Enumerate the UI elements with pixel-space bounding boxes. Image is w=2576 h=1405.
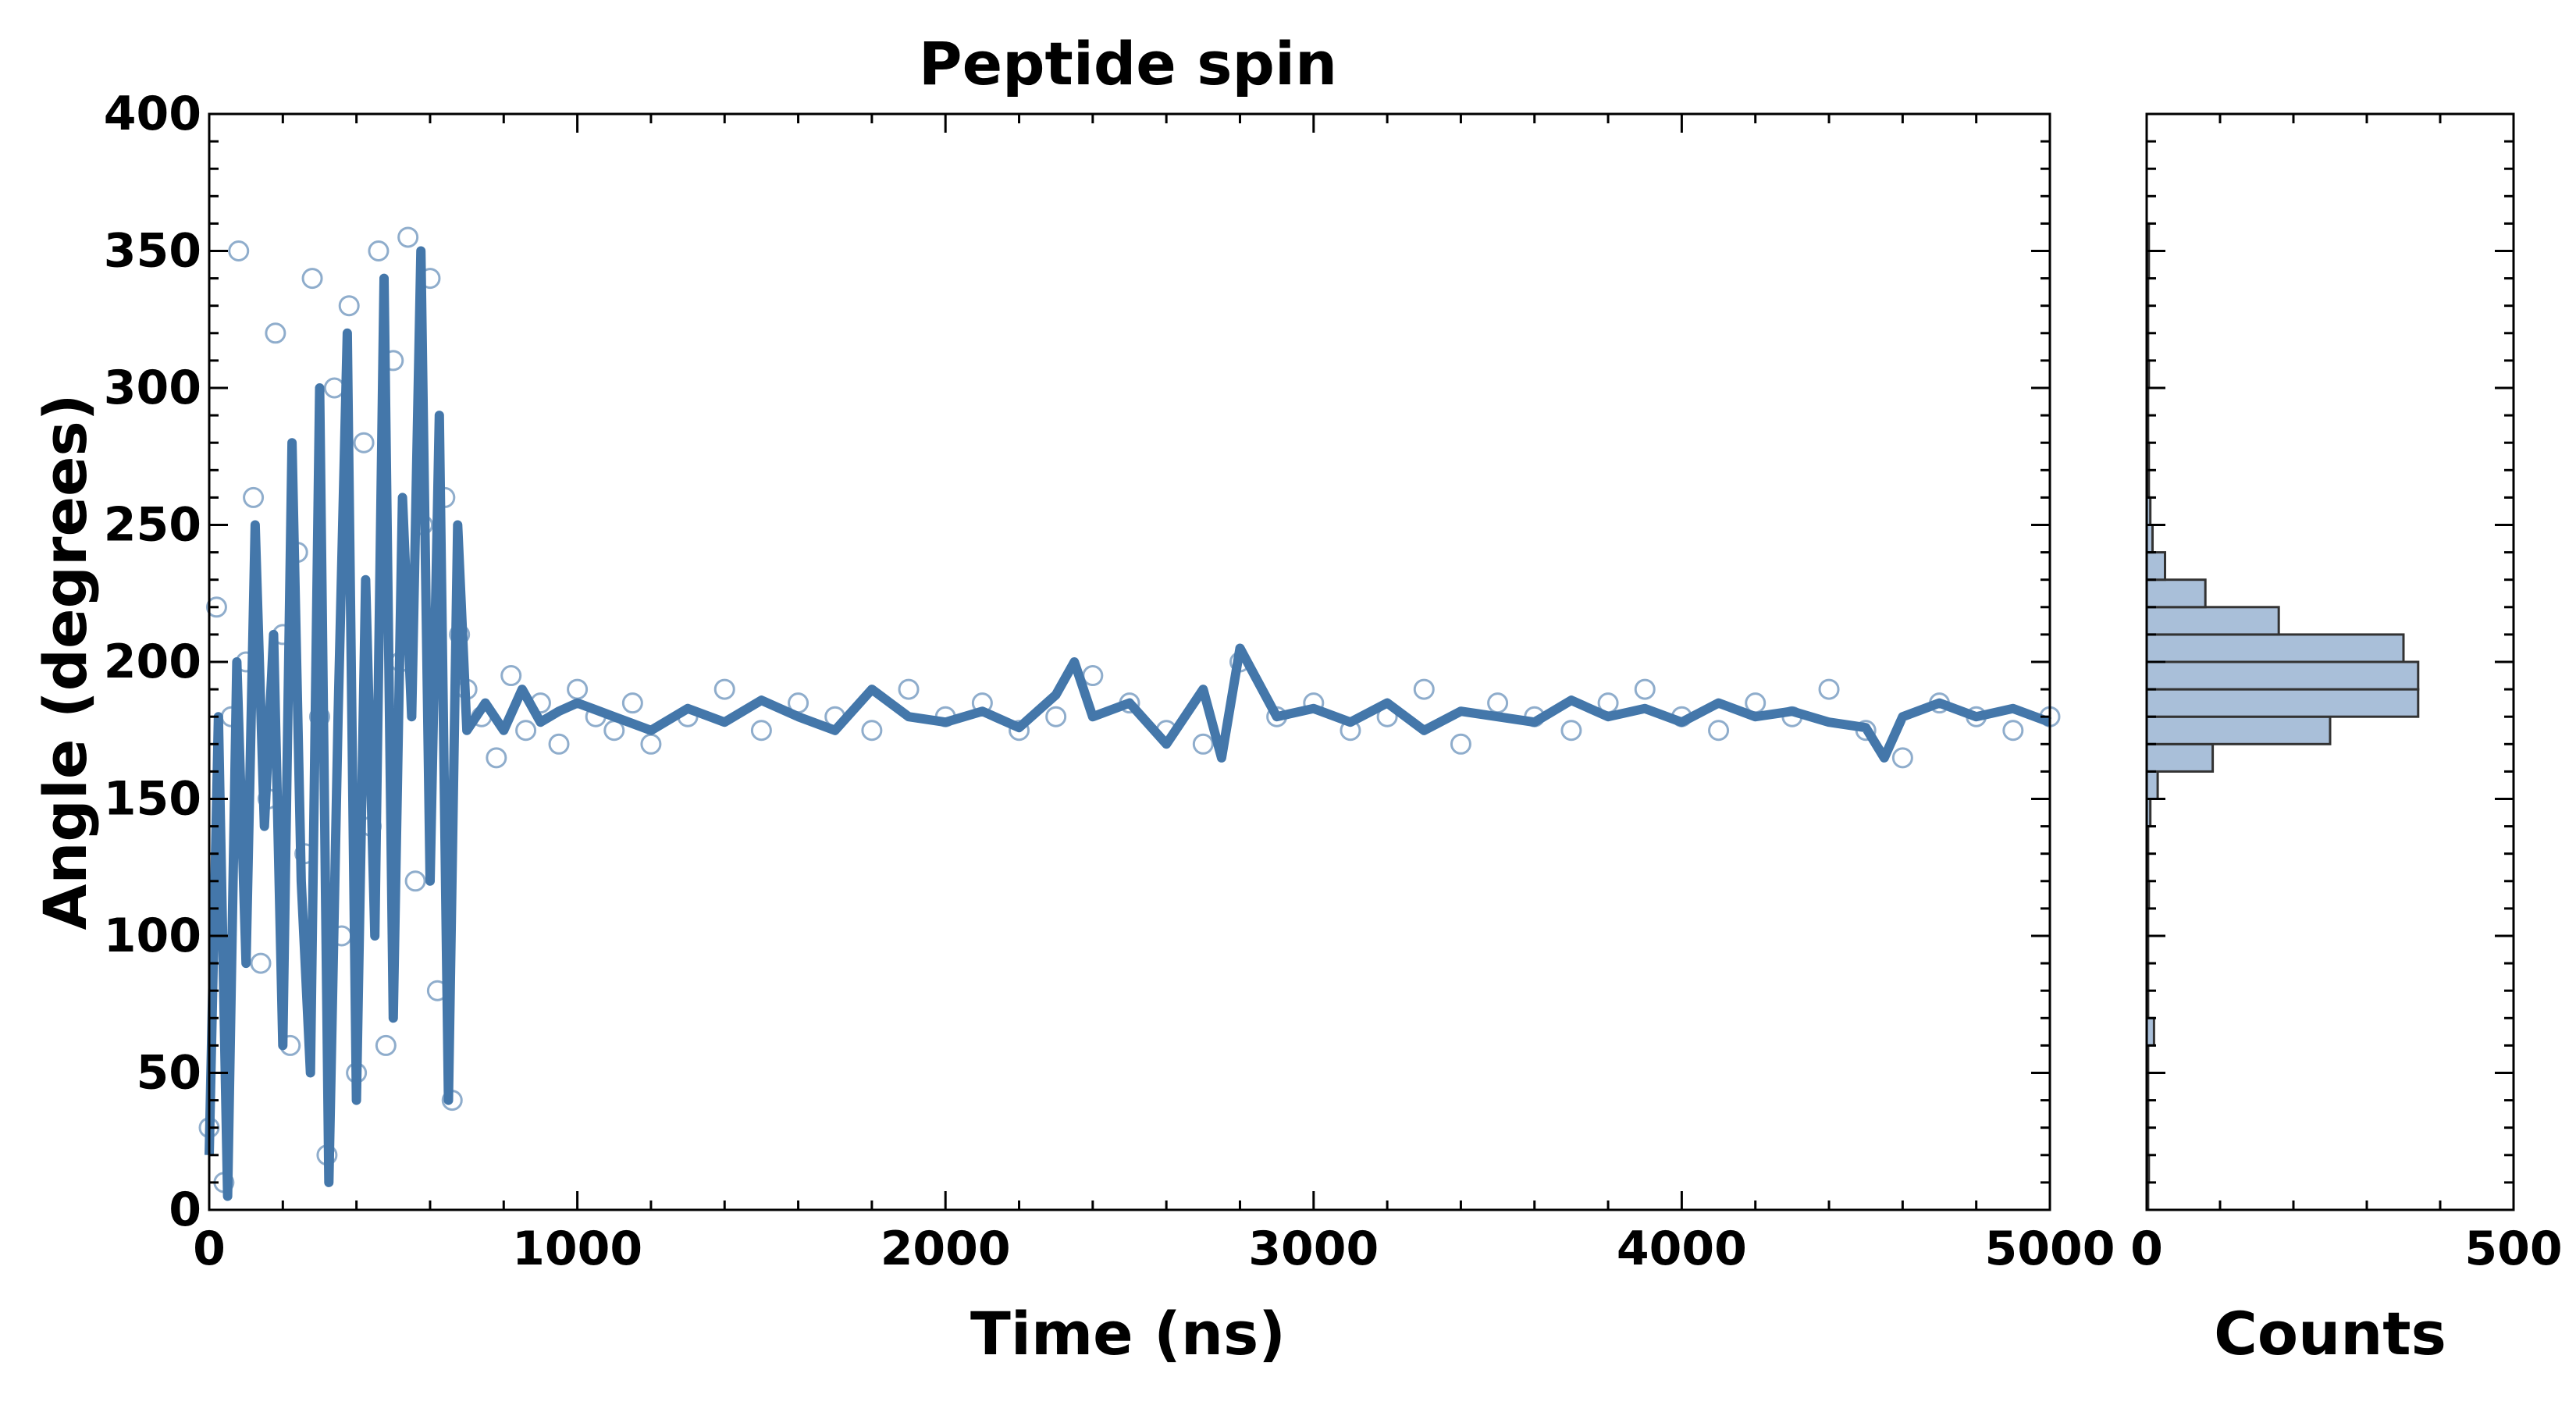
main-y-axis-label: Angle (degrees) bbox=[30, 393, 100, 930]
histogram-frame bbox=[2145, 112, 2515, 1211]
main-plot: 0 1000 2000 3000 4000 5000 0 50 100 150 200 250 300 3… bbox=[104, 87, 2115, 1276]
scatter-point bbox=[243, 486, 265, 508]
histogram-bar bbox=[2145, 742, 2215, 773]
scatter-point bbox=[353, 432, 375, 454]
scatter-point bbox=[548, 733, 570, 755]
y-tick-label: 200 bbox=[104, 635, 201, 689]
scatter-point bbox=[713, 678, 735, 700]
y-tick-label: 100 bbox=[104, 909, 201, 963]
x-tick-label: 2000 bbox=[881, 1222, 1011, 1276]
histogram-plot: 0 500 bbox=[2130, 112, 2563, 1276]
x-tick-label: 5000 bbox=[1985, 1222, 2115, 1276]
main-ticks: 0 1000 2000 3000 4000 5000 0 50 100 150 200 250 300 3… bbox=[104, 87, 2115, 1276]
scatter-point bbox=[640, 733, 662, 755]
scatter-point bbox=[397, 226, 419, 248]
scatter-point bbox=[515, 720, 537, 742]
chart-title: Peptide spin bbox=[919, 29, 1337, 98]
hist-x-tick-label: 0 bbox=[2130, 1222, 2163, 1276]
scatter-point bbox=[1818, 678, 1840, 700]
scatter-point bbox=[368, 240, 390, 261]
hist-x-tick-label: 500 bbox=[2464, 1222, 2562, 1276]
main-plot-frame bbox=[208, 112, 2051, 1211]
scatter-point bbox=[265, 322, 286, 344]
main-x-axis-label: Time (ns) bbox=[970, 1299, 1286, 1368]
scatter-point bbox=[338, 295, 360, 317]
y-tick-label: 50 bbox=[137, 1046, 202, 1101]
scatter-point bbox=[486, 747, 507, 769]
scatter-point bbox=[375, 1034, 397, 1056]
scatter-point bbox=[1082, 665, 1104, 687]
y-tick-label: 300 bbox=[104, 361, 201, 415]
scatter-point bbox=[1192, 733, 1214, 755]
scatter-point bbox=[1891, 747, 1913, 769]
histogram-bar bbox=[2145, 606, 2280, 636]
scatter-point bbox=[1487, 692, 1509, 714]
scatter-point bbox=[404, 870, 426, 892]
y-tick-label: 250 bbox=[104, 498, 201, 553]
x-tick-label: 4000 bbox=[1617, 1222, 1747, 1276]
histogram-bar bbox=[2145, 633, 2405, 663]
histogram-bar bbox=[2145, 660, 2420, 691]
y-tick-label: 0 bbox=[169, 1183, 201, 1237]
histogram-bar bbox=[2145, 578, 2207, 609]
scatter-point bbox=[621, 692, 643, 714]
scatter-point bbox=[323, 377, 345, 399]
histogram-bar bbox=[2145, 715, 2332, 745]
scatter-point bbox=[301, 268, 323, 290]
histogram-bar bbox=[2145, 770, 2159, 801]
scatter-point bbox=[567, 678, 589, 700]
scatter-point bbox=[1413, 678, 1435, 700]
scatter-point bbox=[2002, 720, 2024, 742]
histogram-bars bbox=[2145, 222, 2420, 1211]
scatter-point bbox=[1450, 733, 1471, 755]
scatter-point bbox=[1045, 706, 1067, 727]
scatter-point bbox=[1009, 720, 1030, 742]
y-tick-label: 400 bbox=[104, 87, 201, 141]
y-tick-label: 350 bbox=[104, 224, 201, 279]
x-tick-label: 3000 bbox=[1248, 1222, 1379, 1276]
histogram-x-axis-label: Counts bbox=[2214, 1299, 2446, 1368]
scatter-point bbox=[861, 720, 883, 742]
main-data-layer bbox=[198, 226, 2061, 1201]
scatter-point bbox=[1560, 720, 1582, 742]
scatter-point bbox=[500, 665, 522, 687]
series-line bbox=[205, 246, 2052, 1201]
scatter-point bbox=[1634, 678, 1656, 700]
x-tick-label: 1000 bbox=[512, 1222, 642, 1276]
scatter-point bbox=[205, 596, 227, 618]
x-tick-label: 0 bbox=[193, 1222, 226, 1276]
scatter-point bbox=[250, 952, 272, 974]
scatter-point bbox=[898, 678, 920, 700]
scatter-point bbox=[750, 720, 772, 742]
scatter-point bbox=[228, 240, 250, 261]
y-tick-label: 150 bbox=[104, 772, 201, 827]
histogram-bar bbox=[2145, 551, 2166, 582]
scatter-point bbox=[1708, 720, 1730, 742]
histogram-bar bbox=[2145, 688, 2420, 718]
